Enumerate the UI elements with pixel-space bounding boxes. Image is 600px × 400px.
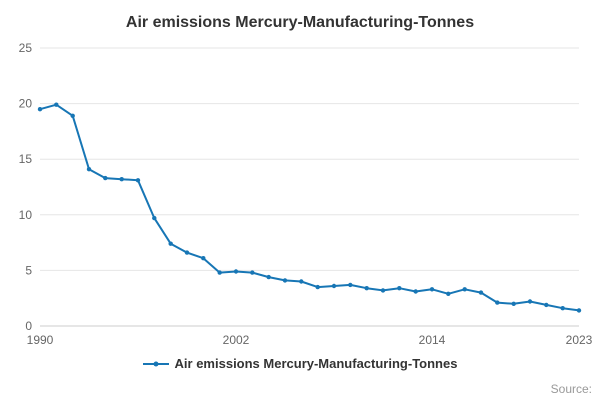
series-point	[544, 302, 549, 308]
line-chart: 0 5 10 15 20 25 1990 2002 2014 2023	[19, 41, 593, 347]
series-point	[462, 287, 467, 292]
series-point	[364, 286, 369, 291]
series-point	[54, 102, 59, 107]
legend-item[interactable]: Air emissions Mercury-Manufacturing-Tonn…	[0, 356, 600, 371]
series-point	[560, 306, 565, 311]
series-point	[413, 289, 418, 294]
series-point	[495, 300, 500, 305]
series-point	[478, 290, 484, 295]
series-point	[119, 177, 124, 182]
series-point	[446, 291, 451, 296]
x-tick-label: 2014	[419, 333, 446, 347]
y-tick-label: 5	[25, 263, 32, 277]
series-point	[527, 299, 533, 304]
y-tick-label: 10	[19, 208, 33, 222]
source-label: Source:	[550, 382, 592, 396]
series-point	[184, 250, 190, 255]
series-point	[168, 241, 173, 246]
legend-marker-icon	[142, 361, 169, 366]
series-point	[135, 178, 141, 183]
series-point	[576, 308, 582, 313]
series-point	[70, 113, 75, 119]
series-line	[39, 103, 580, 312]
series-point	[103, 175, 108, 181]
series-point	[380, 288, 386, 293]
chart-title: Air emissions Mercury-Manufacturing-Tonn…	[125, 14, 475, 31]
series-point	[429, 287, 435, 292]
series-point	[152, 215, 157, 221]
series-point	[233, 269, 239, 274]
x-tick-label: 2002	[223, 333, 250, 347]
y-tick-label: 15	[19, 152, 33, 166]
series-point	[315, 284, 320, 290]
series-point	[217, 270, 222, 275]
series-point	[511, 301, 516, 306]
series-point	[201, 256, 206, 261]
series-point	[37, 107, 43, 112]
series-point	[86, 167, 92, 172]
series-point	[266, 274, 271, 280]
series-point	[250, 270, 255, 275]
series-point	[282, 278, 288, 283]
y-tick-label: 20	[19, 97, 33, 111]
y-tick-label: 25	[19, 41, 33, 55]
series-point	[348, 282, 353, 288]
y-tick-label: 0	[25, 319, 32, 333]
legend-label: Air emissions Mercury-Manufacturing-Tonn…	[174, 356, 458, 371]
series-point	[299, 279, 304, 284]
series-point	[397, 286, 402, 291]
x-tick-label: 1990	[27, 333, 54, 347]
series-point	[331, 283, 337, 289]
x-tick-label: 2023	[566, 333, 593, 347]
